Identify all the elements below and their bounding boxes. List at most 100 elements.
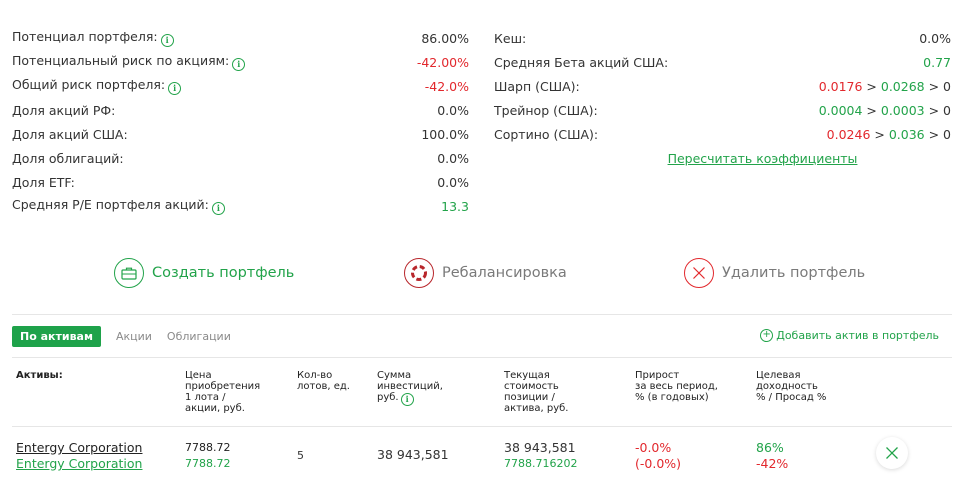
metric-label: Средняя Бета акций США: bbox=[494, 54, 669, 70]
metric-avg-pe: Средняя P/E портфеля акций: i 13.3 bbox=[12, 194, 469, 218]
delete-portfolio-button[interactable]: Удалить портфель bbox=[684, 258, 865, 288]
metric-label: Доля ETF: bbox=[12, 174, 75, 190]
create-portfolio-label: Создать портфель bbox=[152, 265, 295, 281]
header-assets: Активы: bbox=[16, 370, 63, 381]
metric-label: Средняя P/E портфеля акций: bbox=[12, 197, 209, 212]
close-icon bbox=[684, 258, 714, 288]
metric-value: -42.00% bbox=[416, 54, 469, 70]
metric-value: 0.77 bbox=[923, 54, 951, 70]
ratio-benchmark: 0.036 bbox=[888, 126, 925, 142]
delete-portfolio-label: Удалить портфель bbox=[722, 265, 866, 281]
metric-cash: Кеш: 0.0% bbox=[494, 26, 951, 50]
metric-us-share: Доля акций США: 100.0% bbox=[12, 122, 469, 146]
ratio-sep: > bbox=[862, 78, 881, 94]
metric-value: 100.0% bbox=[421, 126, 469, 142]
close-icon bbox=[886, 447, 898, 459]
metric-label: Доля акций РФ: bbox=[12, 102, 116, 118]
metric-value: 0.0004 > 0.0003 > 0 bbox=[819, 103, 951, 118]
current-value-cell: 38 943,581 7788.716202 bbox=[504, 440, 577, 472]
metrics-left-column: Потенциал портфеля: i 86.00% Потенциальны… bbox=[12, 26, 469, 218]
metric-label: Доля облигаций: bbox=[12, 150, 124, 166]
plus-circle-icon: + bbox=[760, 329, 774, 342]
header-current-value: Текущая стоимость позиции / актива, руб. bbox=[504, 370, 569, 414]
rebalance-button[interactable]: Ребалансировка bbox=[404, 258, 567, 288]
drawdown: -42% bbox=[756, 456, 789, 471]
add-asset-label: Добавить актив в портфель bbox=[776, 329, 939, 342]
asset-tabs: По активам Акции Облигации bbox=[12, 326, 246, 347]
lots-cell: 5 bbox=[297, 449, 304, 462]
growth-cell: -0.0% (-0.0%) bbox=[635, 440, 681, 472]
ratio-sep: > bbox=[862, 102, 881, 118]
tab-stocks[interactable]: Акции bbox=[115, 330, 152, 343]
metric-label: Кеш: bbox=[494, 30, 527, 46]
metric-value: 0.0% bbox=[919, 30, 951, 46]
metric-portfolio-potential: Потенциал портфеля: i 86.00% bbox=[12, 26, 469, 50]
asset-name-link-secondary[interactable]: Entergy Corporation bbox=[16, 456, 143, 471]
metric-value: 0.0% bbox=[437, 150, 469, 166]
header-growth: Прирост за весь период, % (в годовых) bbox=[635, 370, 718, 403]
create-portfolio-button[interactable]: Создать портфель bbox=[114, 258, 294, 288]
metric-ru-share: Доля акций РФ: 0.0% bbox=[12, 98, 469, 122]
position-value: 38 943,581 bbox=[504, 440, 576, 455]
purchase-price: 7788.72 bbox=[185, 441, 231, 454]
metric-label: Шарп (США): bbox=[494, 78, 580, 94]
metric-label: Общий риск портфеля: bbox=[12, 77, 166, 92]
asset-name-link[interactable]: Entergy Corporation bbox=[16, 440, 143, 455]
remove-asset-button[interactable] bbox=[876, 437, 908, 469]
lifebuoy-icon bbox=[404, 258, 434, 288]
metric-value: 13.3 bbox=[441, 198, 469, 214]
metric-label: Потенциальный риск по акциям: bbox=[12, 53, 230, 68]
info-icon[interactable]: i bbox=[232, 58, 246, 71]
divider bbox=[12, 426, 952, 427]
ratio-sep: > bbox=[870, 126, 889, 142]
header-investment-sum-text: Сумма инвестиций, руб. bbox=[377, 370, 443, 403]
price-cell: 7788.72 7788.72 bbox=[185, 440, 231, 472]
info-icon[interactable]: i bbox=[168, 82, 182, 95]
metric-value: 0.0246 > 0.036 > 0 bbox=[827, 127, 951, 142]
ratio-sep: > bbox=[924, 126, 944, 142]
info-icon[interactable]: i bbox=[211, 202, 225, 215]
metric-bond-share: Доля облигаций: 0.0% bbox=[12, 146, 469, 170]
metric-sortino: Сортино (США): 0.0246 > 0.036 > 0 bbox=[494, 122, 951, 146]
info-icon[interactable]: i bbox=[400, 393, 414, 406]
growth-total: -0.0% bbox=[635, 440, 672, 455]
ratio-portfolio: 0.0004 bbox=[818, 102, 863, 118]
metric-value: 0.0% bbox=[437, 174, 469, 190]
ratio-sep: > bbox=[924, 102, 944, 118]
tab-by-assets[interactable]: По активам bbox=[12, 326, 101, 347]
metric-value: 0.0% bbox=[437, 102, 469, 118]
add-asset-button[interactable]: + Добавить актив в портфель bbox=[760, 329, 939, 342]
current-price: 7788.72 bbox=[185, 457, 231, 470]
tab-bonds[interactable]: Облигации bbox=[166, 330, 231, 343]
ratio-zero: 0 bbox=[943, 126, 951, 142]
target-return: 86% bbox=[756, 440, 784, 455]
header-lots: Кол-во лотов, ед. bbox=[297, 370, 350, 392]
metric-treynor: Трейнор (США): 0.0004 > 0.0003 > 0 bbox=[494, 98, 951, 122]
header-investment-sum: Сумма инвестиций, руб. i bbox=[377, 370, 443, 406]
ratio-portfolio: 0.0176 bbox=[818, 78, 863, 94]
metric-etf-share: Доля ETF: 0.0% bbox=[12, 170, 469, 194]
metric-label: Трейнор (США): bbox=[494, 102, 598, 118]
metric-value: -42.0% bbox=[424, 78, 469, 94]
header-purchase-price: Цена приобретения 1 лота / акции, руб. bbox=[185, 370, 261, 414]
ratio-zero: 0 bbox=[943, 102, 951, 118]
metric-value: 86.00% bbox=[421, 30, 469, 46]
metric-label: Потенциал портфеля: bbox=[12, 29, 158, 44]
header-target-return: Целевая доходность % / Просад % bbox=[756, 370, 827, 403]
metrics-right-column: Кеш: 0.0% Средняя Бета акций США: 0.77 Ш… bbox=[494, 26, 951, 170]
recalc-row: Пересчитать коэффициенты bbox=[494, 146, 951, 170]
ratio-benchmark: 0.0268 bbox=[880, 78, 925, 94]
briefcase-icon bbox=[114, 258, 144, 288]
target-cell: 86% -42% bbox=[756, 440, 788, 472]
ratio-zero: 0 bbox=[943, 78, 951, 94]
divider bbox=[12, 314, 952, 315]
recalc-coefficients-link[interactable]: Пересчитать коэффициенты bbox=[667, 150, 858, 166]
metric-stock-risk: Потенциальный риск по акциям: i -42.00% bbox=[12, 50, 469, 74]
ratio-benchmark: 0.0003 bbox=[880, 102, 925, 118]
info-icon[interactable]: i bbox=[160, 34, 174, 47]
asset-value: 7788.716202 bbox=[504, 457, 578, 470]
metric-avg-beta: Средняя Бета акций США: 0.77 bbox=[494, 50, 951, 74]
metric-label: Сортино (США): bbox=[494, 126, 599, 142]
metric-value: 0.0176 > 0.0268 > 0 bbox=[819, 79, 951, 94]
investment-sum-cell: 38 943,581 bbox=[377, 447, 449, 462]
